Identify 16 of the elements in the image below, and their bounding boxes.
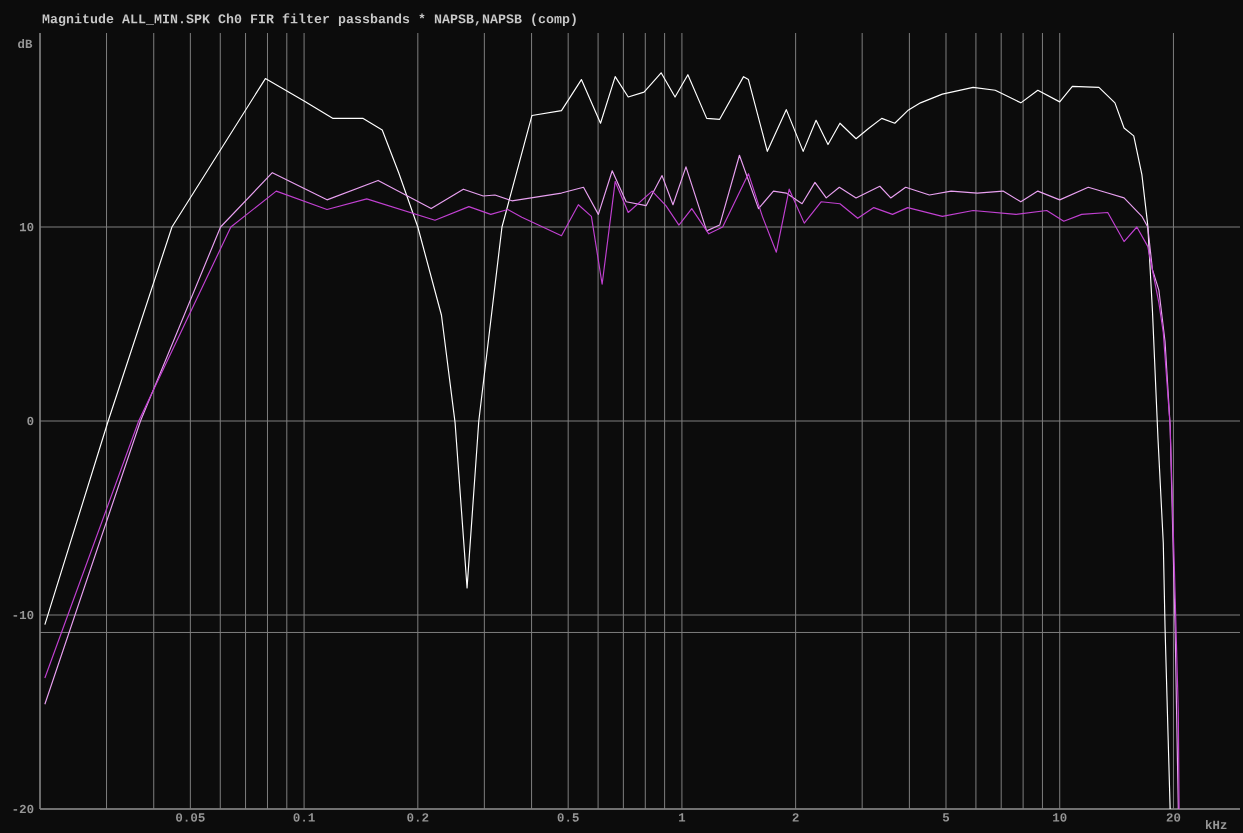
x-tick-label: 0.05 <box>176 813 205 822</box>
x-tick-label: 20 <box>1166 813 1181 822</box>
y-axis-title: dB <box>18 38 33 49</box>
x-tick-label: 2 <box>792 813 799 822</box>
x-tick-label: 0.1 <box>293 813 315 822</box>
y-tick-label: 0 <box>27 416 34 426</box>
chart-title: Magnitude ALL_MIN.SPK Ch0 FIR filter passbands * NAPSB,NAPSB (comp) <box>42 13 576 27</box>
y-tick-label: 10 <box>19 222 34 232</box>
y-tick-label: -10 <box>13 610 34 620</box>
x-tick-label: 5 <box>942 813 950 822</box>
y-tick-label: -20 <box>13 804 34 814</box>
x-tick-label: 10 <box>1053 813 1067 822</box>
x-tick-label: 0.2 <box>407 813 429 822</box>
x-axis-title: kHz <box>1205 819 1227 829</box>
x-tick-label: 0.5 <box>557 813 579 822</box>
x-tick-label: 1 <box>679 813 686 822</box>
